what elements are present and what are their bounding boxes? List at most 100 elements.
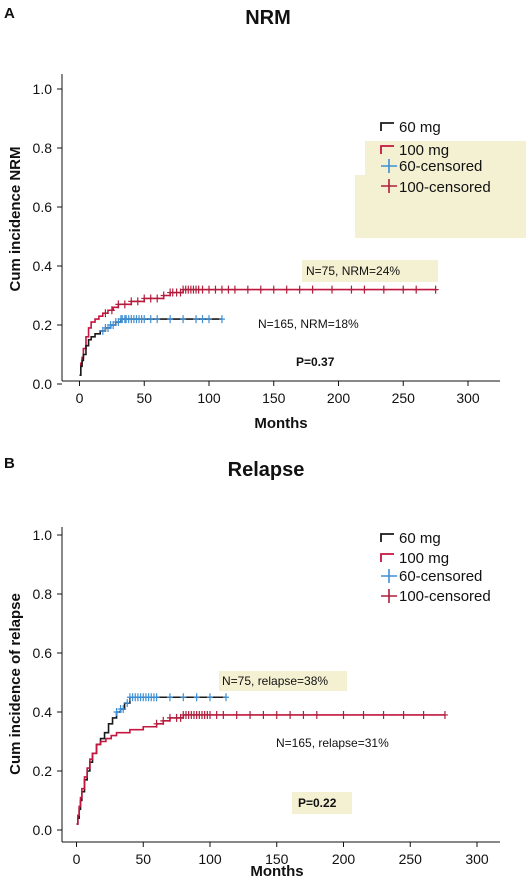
censor-mark-100mg: [361, 285, 368, 294]
censor-mark-100mg: [287, 710, 294, 719]
censor-mark-100mg: [420, 710, 427, 719]
y-tick-label: 0.4: [33, 258, 53, 274]
y-ticks: 0.0 0.2 0.4 0.6 0.8 1.0: [33, 527, 62, 838]
y-tick-label: 1.0: [33, 81, 53, 97]
x-tick-label: 150: [265, 851, 289, 867]
censor-mark-100mg: [147, 294, 154, 303]
legend-label: 60-censored: [399, 158, 482, 175]
censor-mark-60mg: [154, 315, 161, 324]
legend-label: 100-censored: [399, 179, 491, 196]
censor-mark-100mg: [220, 710, 227, 719]
x-tick-label: 200: [332, 851, 356, 867]
plot-series: [79, 285, 439, 376]
censor-mark-100mg: [260, 710, 267, 719]
legend-step-icon: [380, 122, 394, 131]
legend-item-60mg: 60 mg: [380, 530, 441, 547]
censor-mark-100mg: [231, 285, 238, 294]
x-tick-label: 250: [392, 390, 416, 406]
censor-mark-100mg: [206, 285, 212, 294]
plot-series: [76, 693, 448, 825]
censor-mark-100mg: [233, 710, 240, 719]
censor-mark-60mg: [124, 699, 131, 708]
annotation-highlight: [302, 260, 438, 282]
pvalue-highlight: [292, 792, 352, 814]
censor-mark-60mg: [166, 693, 173, 702]
censor-mark-100mg: [441, 710, 448, 719]
censor-mark-100mg: [432, 285, 439, 294]
x-axis-label: Months: [254, 415, 307, 432]
y-tick-label: 0.6: [33, 645, 53, 661]
y-axis-label: Cum incidence of relapse: [7, 593, 24, 775]
x-tick-label: 250: [399, 851, 423, 867]
censor-mark-100mg: [153, 719, 160, 728]
x-tick-label: 300: [456, 390, 480, 406]
censor-mark-60mg: [120, 705, 127, 714]
series-line-100mg: [79, 288, 436, 376]
censor-mark-100mg: [160, 291, 167, 300]
series-line-60mg: [76, 696, 227, 825]
censor-mark-100mg: [300, 710, 307, 719]
legend-plus-icon: [381, 179, 397, 193]
series-line-60mg: [79, 318, 222, 376]
annotation-n165: N=165, NRM=18%: [258, 317, 359, 331]
x-ticks: 0 50 100 150 200 250 300: [76, 381, 480, 406]
censor-mark-100mg: [348, 285, 355, 294]
censor-mark-100mg: [380, 710, 387, 719]
y-tick-label: 0.8: [33, 586, 53, 602]
y-ticks: 0.0 0.2 0.4 0.6 0.8 1.0: [33, 81, 62, 392]
y-tick-label: 0.4: [33, 704, 53, 720]
censor-mark-100mg: [283, 285, 290, 294]
annotation-highlight: [219, 671, 347, 691]
censor-mark-60mg: [223, 693, 230, 702]
annotation-n165: N=165, relapse=31%: [276, 736, 389, 750]
x-tick-label: 200: [327, 390, 351, 406]
censor-mark-100mg: [400, 710, 407, 719]
chart-title: NRM: [245, 7, 291, 29]
y-tick-label: 0.6: [33, 199, 53, 215]
x-tick-label: 50: [136, 390, 152, 406]
censor-mark-100mg: [225, 285, 232, 294]
censor-mark-100mg: [108, 306, 115, 315]
censor-mark-100mg: [128, 297, 135, 306]
y-axis-label: Cum incidence NRM: [7, 146, 24, 291]
legend-step-icon: [380, 553, 394, 562]
censor-mark-100mg: [247, 710, 254, 719]
censor-mark-60mg: [193, 693, 200, 702]
legend-item-60-censored: 60-censored: [381, 568, 482, 585]
censor-mark-100mg: [296, 285, 303, 294]
chart-title: Relapse: [228, 459, 305, 481]
x-tick-label: 50: [135, 851, 151, 867]
x-tick-label: 0: [73, 851, 81, 867]
y-tick-label: 0.0: [33, 376, 53, 392]
censor-mark-100mg: [400, 285, 407, 294]
panel-letter: A: [4, 5, 15, 22]
x-ticks: 0 50 100 150 200 250 300: [73, 842, 489, 867]
legend-label: 100 mg: [399, 142, 449, 159]
censor-mark-100mg: [213, 710, 220, 719]
legend-label: 60 mg: [399, 119, 441, 136]
censor-mark-60mg: [206, 315, 212, 324]
censor-mark-60mg: [180, 315, 187, 324]
censor-mark-100mg: [413, 285, 420, 294]
annotation-n75: N=75, relapse=38%: [222, 674, 328, 688]
x-tick-label: 100: [197, 390, 221, 406]
legend-step-icon: [380, 533, 394, 542]
censor-mark-60mg: [167, 315, 174, 324]
x-tick-label: 0: [76, 390, 84, 406]
censor-mark-100mg: [207, 710, 213, 719]
legend-plus-icon: [381, 589, 397, 603]
censor-mark-100mg: [212, 285, 219, 294]
legend-item-100-censored: 100-censored: [381, 588, 491, 605]
legend-label: 60 mg: [399, 530, 441, 547]
legend: 60 mg 100 mg 60-censored 100-censored: [380, 119, 491, 196]
y-tick-label: 1.0: [33, 527, 53, 543]
censor-mark-100mg: [273, 710, 280, 719]
legend-highlight: [355, 141, 526, 238]
legend-item-100mg: 100 mg: [380, 550, 449, 567]
legend-plus-icon: [381, 569, 397, 583]
censor-mark-100mg: [340, 710, 347, 719]
x-tick-label: 300: [465, 851, 489, 867]
panel-nrm: A NRM Cum incidence NRM Months 0.0 0.2 0.4…: [4, 5, 526, 432]
panel-letter: B: [4, 455, 15, 472]
